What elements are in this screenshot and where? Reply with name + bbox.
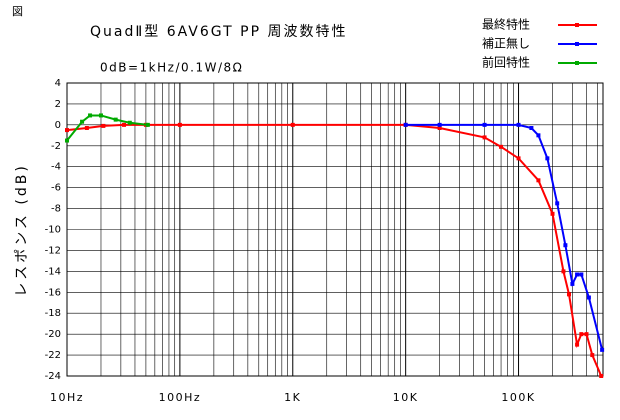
data-point xyxy=(545,156,550,161)
data-point xyxy=(403,122,408,127)
figure-label: 図 xyxy=(12,5,23,18)
chart-subtitle: 0dB=1kHz/0.1W/8Ω xyxy=(100,61,243,75)
data-point xyxy=(65,138,69,143)
legend-marker xyxy=(575,42,579,46)
data-point xyxy=(127,120,132,125)
x-tick-label: 10Hz xyxy=(50,391,84,404)
data-point xyxy=(586,295,591,300)
y-tick-label: 4 xyxy=(55,78,61,89)
data-point xyxy=(516,156,521,161)
y-tick-label: -14 xyxy=(45,266,61,277)
legend-label: 最終特性 xyxy=(482,17,530,32)
data-point xyxy=(177,122,182,127)
data-point xyxy=(561,269,566,274)
data-point xyxy=(575,272,580,277)
data-point xyxy=(550,211,555,216)
y-tick-label: -6 xyxy=(51,183,61,194)
data-point xyxy=(482,135,487,140)
data-point xyxy=(98,113,103,118)
chart-title: QuadⅡ型 6AV6GT PP 周波数特性 xyxy=(90,24,347,40)
y-tick-label: -4 xyxy=(51,162,61,173)
y-tick-label: -22 xyxy=(45,350,61,361)
x-tick-label: 10K xyxy=(393,391,419,404)
data-point xyxy=(88,113,93,118)
data-point xyxy=(570,281,575,286)
y-tick-label: 2 xyxy=(55,99,61,110)
data-point xyxy=(290,122,295,127)
x-tick-label: 100K xyxy=(501,391,535,404)
y-tick-label: -8 xyxy=(51,204,61,215)
legend-marker xyxy=(575,23,579,27)
data-point xyxy=(529,125,534,130)
data-point xyxy=(437,122,442,127)
y-tick-label: -16 xyxy=(45,287,61,298)
data-point xyxy=(590,353,595,358)
data-point xyxy=(599,374,604,378)
y-tick-label: -10 xyxy=(45,225,61,236)
data-point xyxy=(600,347,605,352)
legend-label: 前回特性 xyxy=(482,55,530,70)
y-tick-label: -18 xyxy=(45,308,61,319)
y-tick-label: -2 xyxy=(51,141,61,152)
data-point xyxy=(482,122,487,127)
legend-marker xyxy=(575,61,579,65)
plot-frame xyxy=(66,82,604,377)
data-point xyxy=(499,144,504,149)
data-point xyxy=(80,119,85,124)
y-tick-label: 0 xyxy=(55,120,61,131)
x-tick-label: 1K xyxy=(284,391,301,404)
legend-label: 補正無し xyxy=(482,36,530,51)
data-point xyxy=(575,342,580,347)
data-point xyxy=(122,122,127,127)
data-point xyxy=(536,133,541,138)
data-point xyxy=(555,201,560,206)
y-axis-label: レスポンス (dB) xyxy=(14,163,30,297)
data-point xyxy=(101,123,106,128)
data-point xyxy=(579,332,584,337)
y-tick-label: -20 xyxy=(45,329,61,340)
y-tick-label: -24 xyxy=(45,371,61,382)
data-point xyxy=(579,272,584,277)
data-point xyxy=(563,243,568,248)
data-point xyxy=(145,122,150,127)
data-point xyxy=(567,292,572,297)
data-point xyxy=(65,128,69,133)
data-point xyxy=(584,332,589,337)
y-tick-label: -12 xyxy=(45,245,61,256)
data-point xyxy=(437,125,442,130)
data-point xyxy=(516,122,521,127)
data-point xyxy=(84,125,89,130)
x-tick-label: 100Hz xyxy=(159,391,202,404)
data-point xyxy=(536,178,541,183)
data-point xyxy=(113,117,118,122)
